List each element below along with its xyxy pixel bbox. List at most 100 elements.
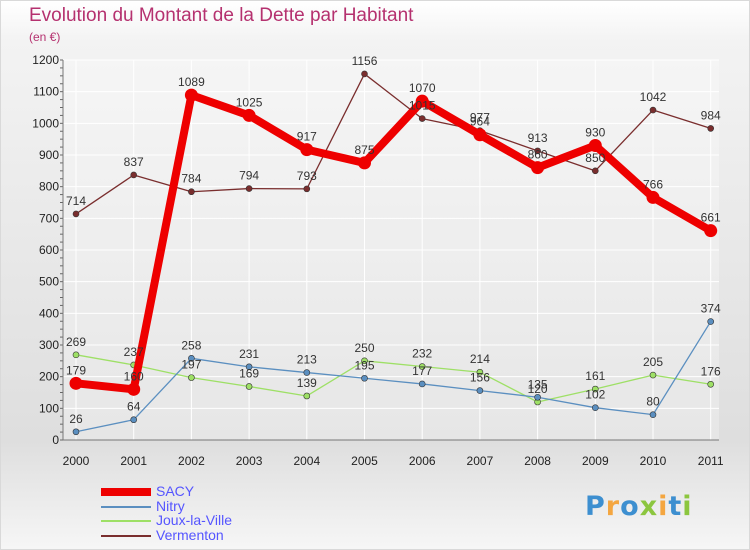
data-label: 177 (412, 364, 432, 378)
data-label: 156 (470, 371, 490, 385)
data-point (245, 185, 253, 192)
data-label: 1015 (409, 99, 436, 113)
x-tick-label: 2004 (293, 454, 320, 468)
data-point (72, 210, 80, 218)
data-label: 232 (412, 347, 432, 361)
x-tick-label: 2009 (582, 454, 609, 468)
data-point (591, 404, 599, 412)
x-tick-label: 2003 (236, 454, 263, 468)
logo-letter: P (585, 491, 606, 522)
data-label: 214 (470, 352, 490, 366)
data-point (646, 190, 660, 204)
data-label: 213 (297, 353, 317, 367)
data-point (415, 94, 429, 108)
y-tick-label: 600 (39, 243, 59, 257)
data-label: 794 (239, 169, 259, 183)
legend-swatch (101, 520, 151, 523)
data-label: 258 (181, 338, 201, 352)
chart-subtitle: (en €) (29, 30, 61, 44)
data-label: 714 (66, 194, 86, 208)
data-point (418, 115, 426, 122)
data-point (72, 428, 80, 436)
y-tick-label: 400 (39, 306, 59, 320)
data-point (127, 382, 141, 396)
x-tick-label: 2007 (467, 454, 494, 468)
data-point (649, 371, 657, 379)
data-label: 197 (181, 358, 201, 372)
y-tick-label: 300 (39, 338, 59, 352)
data-point (242, 108, 256, 122)
data-point (707, 125, 715, 132)
data-point (534, 393, 541, 401)
legend-label: Joux-la-Ville (156, 512, 232, 528)
legend-swatch (101, 505, 151, 508)
series-line-nitry (75, 320, 712, 433)
data-label: 26 (69, 412, 83, 426)
data-point (361, 70, 368, 78)
x-tick-label: 2001 (120, 454, 147, 468)
legend-label: Vermenton (156, 526, 224, 543)
data-label: 161 (585, 369, 605, 383)
data-point (707, 380, 715, 388)
data-label: 250 (354, 341, 374, 355)
data-point (130, 416, 137, 424)
data-point (245, 383, 253, 390)
logo-letter: o (620, 491, 640, 522)
data-point (418, 363, 426, 370)
data-label: 139 (297, 376, 317, 390)
data-point (649, 411, 657, 418)
data-label: 231 (239, 347, 259, 361)
data-label: 176 (701, 364, 721, 378)
data-point (303, 392, 311, 400)
data-label: 1025 (236, 95, 263, 109)
logo-letter: t (668, 491, 683, 522)
series-line-vermenton (75, 73, 712, 215)
logo-letter: r (605, 491, 621, 522)
data-point (245, 363, 253, 371)
data-point (591, 385, 599, 393)
logo-letter: i (658, 491, 669, 522)
x-tick-label: 2010 (640, 454, 667, 468)
data-point (704, 224, 718, 238)
data-point (188, 188, 195, 196)
legend-label: SACY (156, 483, 195, 499)
data-point (649, 106, 657, 114)
data-point (303, 185, 311, 193)
data-label: 766 (643, 177, 663, 191)
data-point (361, 357, 368, 365)
legend-swatch (101, 488, 151, 497)
data-label: 160 (124, 369, 144, 383)
x-tick-label: 2005 (351, 454, 378, 468)
data-label: 661 (701, 211, 721, 225)
data-label: 169 (239, 366, 259, 380)
y-tick-label: 1200 (32, 53, 59, 67)
data-label: 195 (354, 358, 374, 372)
data-label: 850 (585, 151, 605, 165)
data-label: 80 (646, 395, 660, 409)
data-label: 917 (297, 130, 317, 144)
x-tick-label: 2006 (409, 454, 436, 468)
logo-letter: i (682, 491, 693, 522)
data-label: 1156 (352, 54, 378, 68)
y-tick-label: 1100 (33, 85, 59, 99)
legend-label: Nitry (156, 497, 185, 514)
data-point (188, 374, 195, 381)
data-point (184, 88, 198, 102)
data-label: 1042 (640, 90, 667, 104)
x-tick-label: 2002 (178, 454, 205, 468)
data-label: 784 (181, 172, 201, 186)
y-tick-label: 100 (39, 401, 59, 415)
legend-swatch (101, 534, 151, 537)
data-label: 984 (701, 108, 721, 122)
data-point (72, 351, 80, 359)
data-label: 860 (528, 148, 548, 162)
data-point (188, 354, 195, 362)
data-point (361, 374, 368, 382)
data-point (303, 369, 311, 376)
data-label: 837 (124, 155, 144, 169)
data-point (300, 143, 314, 157)
data-point (531, 161, 545, 175)
data-label: 964 (470, 115, 490, 129)
series-line-sacy (72, 91, 715, 394)
